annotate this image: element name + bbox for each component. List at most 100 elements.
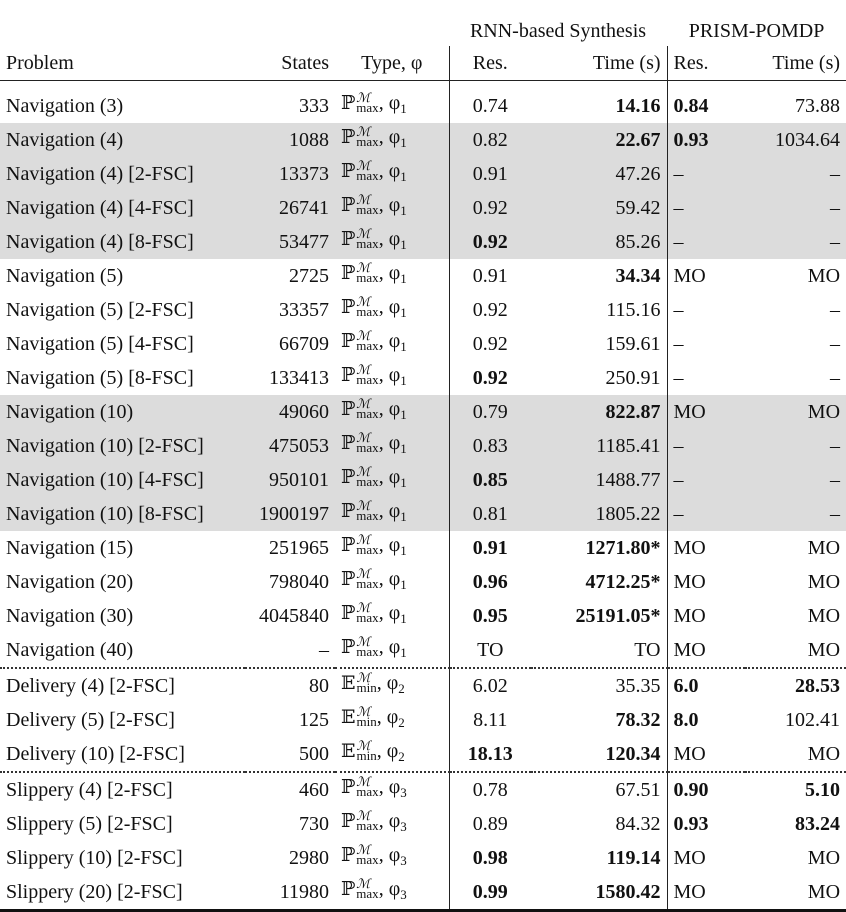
superscript: ℳ	[356, 362, 371, 378]
cell: Navigation (5)	[6, 264, 124, 287]
cell: Navigation (20)	[6, 570, 134, 593]
cell: MO	[666, 633, 746, 668]
subscript: max	[356, 202, 379, 218]
formula-index: 2	[398, 749, 405, 764]
cell: 18.13	[448, 737, 531, 772]
subscript: max	[356, 852, 379, 868]
formula-index: 1	[400, 475, 407, 490]
superscript: ℳ	[356, 876, 371, 892]
cell: –	[319, 638, 329, 661]
formula-index: 1	[400, 169, 407, 184]
operator: 𝔼	[341, 740, 356, 762]
formula: , φ	[378, 126, 401, 148]
cell: MO	[807, 264, 841, 287]
formula-index: 1	[400, 441, 407, 456]
cell: Navigation (10) [2-FSC]	[0, 429, 245, 463]
superscript: ℳ	[356, 532, 371, 548]
cell: –	[666, 429, 746, 463]
cell: MO	[807, 570, 841, 593]
superscript: ℳ	[356, 158, 371, 174]
formula: , φ	[378, 534, 401, 556]
cell: –	[745, 497, 846, 531]
subscript: max	[356, 474, 379, 490]
cell: MO	[666, 565, 746, 599]
formula: , φ	[378, 398, 401, 420]
formula: , φ	[378, 330, 401, 352]
formula: , φ	[378, 262, 401, 284]
formula-index: 1	[400, 271, 407, 286]
cell: –	[745, 157, 846, 191]
cell: MO	[666, 737, 746, 772]
formula-index: 1	[400, 101, 407, 116]
superscript: ℳ	[356, 260, 371, 276]
cell: Navigation (3)	[6, 94, 124, 117]
operator: ℙ	[341, 330, 356, 352]
formula: , φ	[378, 194, 401, 216]
cell: –	[666, 293, 746, 327]
superscript: ℳ	[356, 464, 371, 480]
cell: MO	[807, 604, 841, 627]
cell: 125	[299, 708, 329, 731]
cell: –	[666, 191, 746, 225]
cell: 84.32	[615, 812, 661, 835]
cell: 25191.05*	[575, 604, 661, 627]
formula: , φ	[378, 568, 401, 590]
cell: 0.96	[448, 565, 531, 599]
formula: , φ	[378, 776, 401, 798]
cell: –	[745, 225, 846, 259]
cell: 26741	[245, 191, 335, 225]
subscript: max	[356, 168, 379, 184]
cell: 34.34	[615, 264, 661, 287]
formula-index: 2	[398, 715, 405, 730]
cell: Navigation (5) [4-FSC]	[6, 332, 194, 355]
subscript: max	[356, 508, 379, 524]
cell: 1805.22	[531, 497, 668, 531]
cell: 0.78	[448, 771, 531, 807]
cell: 102.41	[785, 708, 841, 731]
cell: –	[830, 298, 841, 321]
cell: 67.51	[531, 771, 668, 807]
formula-index: 1	[400, 203, 407, 218]
cell: 0.90	[666, 771, 746, 807]
cell: –	[745, 191, 846, 225]
cell: MO	[666, 531, 746, 565]
cell: 0.92	[448, 361, 531, 395]
cell: 0.93	[666, 123, 746, 157]
cell: Slippery (10) [2-FSC]	[6, 846, 183, 869]
cell: 6.0	[666, 667, 746, 703]
formula: , φ	[378, 636, 401, 658]
subscript: max	[356, 886, 379, 902]
cell: MO	[666, 599, 746, 633]
cell: 0.95	[448, 599, 531, 633]
cell: 1034.64	[745, 123, 846, 157]
operator: ℙ	[341, 92, 356, 114]
subscript: min	[356, 680, 377, 696]
cell: –	[830, 332, 841, 355]
cell: 0.83	[448, 429, 531, 463]
formula: , φ	[378, 602, 401, 624]
cell: 66709	[279, 332, 329, 355]
formula-index: 1	[400, 135, 407, 150]
superscript: ℳ	[356, 670, 371, 686]
formula-index: 1	[400, 611, 407, 626]
cell: 460	[245, 771, 335, 807]
formula-index: 1	[400, 407, 407, 422]
